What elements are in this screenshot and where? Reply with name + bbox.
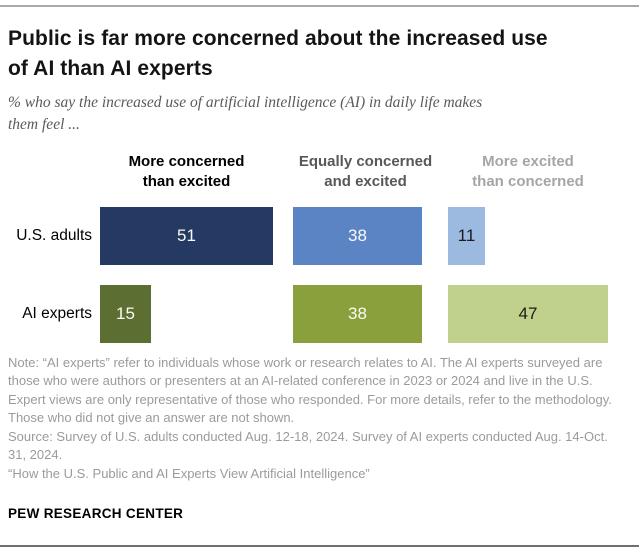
column-header-line: than concerned (472, 173, 584, 191)
chart-title-line-2: of AI than AI experts (8, 57, 213, 81)
bottom-divider (0, 545, 639, 547)
column-header-line: More excited (482, 153, 574, 170)
bar-ai-experts-more-concerned: 15 (100, 285, 151, 343)
chart-title-line-1: Public is far more concerned about the i… (8, 27, 548, 50)
chart-title: Public is far more concerned about the i… (8, 24, 588, 85)
bar-value-label: 47 (518, 304, 538, 323)
footnotes: Note: “AI experts” refer to individuals … (8, 354, 624, 483)
column-header-line: and excited (324, 173, 407, 191)
source-text: Source: Survey of U.S. adults conducted … (8, 428, 608, 463)
column-header-equally-concerned: Equally concerned and excited (283, 152, 448, 193)
grouped-bar-chart: More concerned than excited Equally conc… (0, 152, 639, 347)
note-text: Note: “AI experts” refer to individuals … (8, 355, 612, 426)
chart-subtitle: % who say the increased use of artificia… (8, 92, 608, 135)
column-header-line: than excited (142, 173, 231, 191)
bar-value-label: 11 (457, 226, 476, 245)
chart-subtitle-line-2: them feel ... (8, 115, 80, 133)
bar-us-adults-more-concerned: 51 (100, 207, 273, 265)
chart-subtitle-line-1: % who say the increased use of artificia… (8, 94, 483, 111)
bar-us-adults-more-excited: 11 (448, 207, 485, 265)
bar-ai-experts-equally: 38 (293, 285, 422, 343)
row-label-ai-experts: AI experts (22, 305, 92, 322)
bar-value-label: 15 (116, 304, 135, 323)
column-header-line: Equally concerned (298, 153, 433, 170)
bar-value-label: 51 (177, 226, 196, 245)
bar-ai-experts-more-excited: 47 (448, 285, 608, 343)
row-label-us-adults: U.S. adults (16, 227, 92, 244)
bar-value-label: 38 (348, 226, 367, 245)
column-header-line: More concerned (128, 153, 245, 170)
bar-us-adults-equally: 38 (293, 207, 422, 265)
top-divider (0, 5, 639, 7)
report-attribution: “How the U.S. Public and AI Experts View… (8, 465, 370, 481)
column-header-more-excited: More excited than concerned (443, 152, 613, 193)
bar-value-label: 38 (348, 304, 367, 323)
column-header-more-concerned: More concerned than excited (100, 152, 273, 193)
pew-research-center-logo: PEW RESEARCH CENTER (8, 506, 184, 521)
